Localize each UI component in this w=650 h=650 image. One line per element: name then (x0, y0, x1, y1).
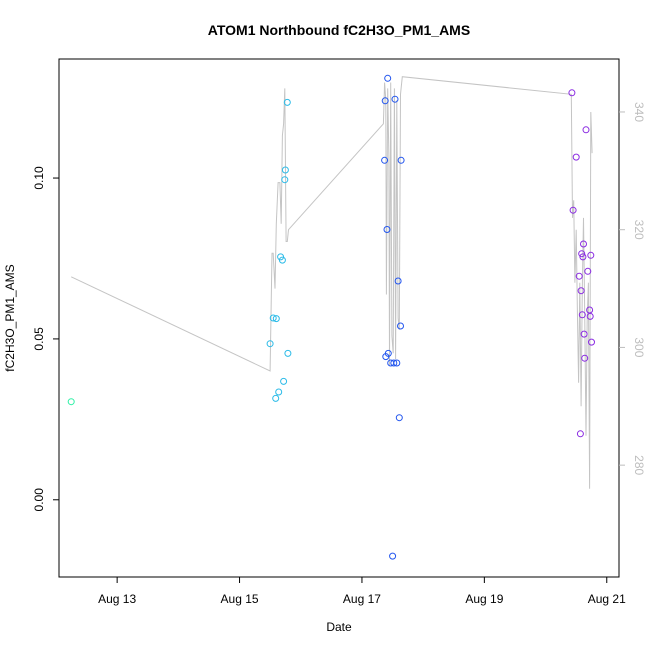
x-tick-label: Aug 21 (588, 592, 626, 606)
data-point (577, 287, 585, 295)
x-tick-label: Aug 19 (465, 592, 503, 606)
data-point (588, 338, 595, 346)
data-point (572, 153, 580, 161)
data-point (272, 394, 280, 402)
x-tick-label: Aug 15 (221, 592, 259, 606)
y2-tick-label: 320 (632, 220, 646, 240)
data-point (576, 430, 584, 438)
scatter-points (67, 74, 595, 560)
data-point (269, 314, 277, 322)
data-point (393, 359, 401, 367)
data-point (586, 312, 594, 320)
data-point (384, 74, 392, 82)
y2-tick-label: 340 (632, 102, 646, 122)
data-point (281, 176, 289, 184)
data-point (67, 398, 75, 406)
data-point (389, 552, 397, 560)
secondary-line (70, 76, 593, 489)
data-point (568, 89, 576, 97)
data-point (587, 251, 595, 259)
data-point (397, 322, 404, 330)
data-point (580, 330, 588, 338)
y2-tick-label: 300 (632, 337, 646, 357)
data-point (281, 166, 289, 174)
data-point (381, 156, 389, 164)
data-point (397, 156, 405, 164)
y-tick-label: 0.10 (32, 166, 46, 190)
y-axis-left: 0.00 0.05 0.10 (32, 166, 59, 511)
plot-frame (58, 58, 620, 578)
data-point (381, 97, 389, 105)
data-point (575, 272, 583, 280)
x-tick-label: Aug 17 (343, 592, 381, 606)
data-point (383, 226, 391, 233)
data-point (390, 359, 398, 367)
data-point (266, 340, 274, 348)
data-point (391, 95, 399, 103)
data-point (278, 256, 286, 264)
data-point (569, 206, 577, 214)
data-point (581, 354, 589, 362)
data-point (284, 349, 292, 357)
data-point (280, 377, 288, 385)
data-point (578, 250, 586, 258)
secondary-series (70, 76, 593, 489)
x-axis-label: Date (326, 620, 352, 634)
x-axis: Aug 13 Aug 15 Aug 17 Aug 19 Aug 21 (98, 577, 626, 606)
data-point (272, 315, 280, 323)
y2-tick-label: 280 (632, 455, 646, 475)
data-point (384, 349, 392, 357)
y-axis-right: 280 300 320 340 (619, 102, 646, 476)
data-point (582, 126, 590, 134)
data-point (395, 414, 403, 422)
data-point (578, 311, 586, 319)
y-tick-label: 0.00 (32, 488, 46, 512)
y-axis-label: fC2H3O_PM1_AMS (3, 264, 17, 371)
chart-title: ATOM1 Northbound fC2H3O_PM1_AMS (208, 22, 470, 38)
data-point (584, 267, 592, 275)
data-point (579, 253, 587, 261)
data-point (580, 240, 587, 248)
x-tick-label: Aug 13 (98, 592, 136, 606)
data-point (283, 98, 291, 106)
data-point (394, 277, 402, 285)
data-point (275, 388, 283, 396)
y-tick-label: 0.05 (32, 327, 46, 351)
